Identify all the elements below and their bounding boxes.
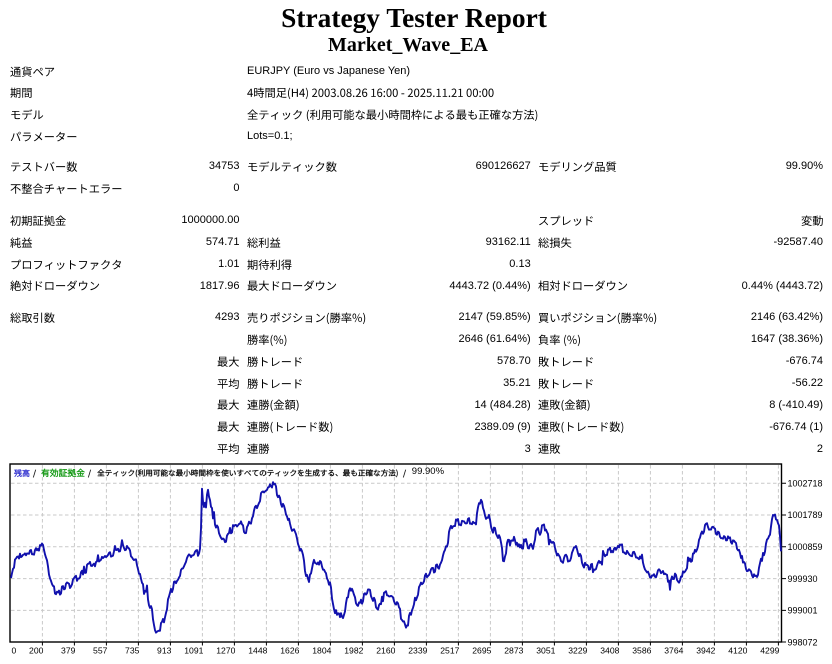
svg-text:3051: 3051 bbox=[536, 646, 555, 656]
svg-text:1626: 1626 bbox=[280, 646, 299, 656]
svg-text:4120: 4120 bbox=[728, 646, 747, 656]
svg-text:3586: 3586 bbox=[632, 646, 651, 656]
svg-text:999001: 999001 bbox=[788, 606, 818, 616]
svg-text:2339: 2339 bbox=[408, 646, 427, 656]
svg-text:3942: 3942 bbox=[696, 646, 715, 656]
svg-text:3764: 3764 bbox=[664, 646, 683, 656]
svg-text:379: 379 bbox=[61, 646, 76, 656]
svg-text:913: 913 bbox=[157, 646, 172, 656]
svg-text:1001789: 1001789 bbox=[788, 510, 823, 520]
svg-text:2873: 2873 bbox=[504, 646, 523, 656]
svg-text:1804: 1804 bbox=[312, 646, 331, 656]
svg-text:2695: 2695 bbox=[472, 646, 491, 656]
svg-text:1000859: 1000859 bbox=[788, 542, 823, 552]
svg-text:1002718: 1002718 bbox=[788, 478, 823, 488]
svg-text:1448: 1448 bbox=[248, 646, 267, 656]
svg-text:557: 557 bbox=[93, 646, 108, 656]
svg-text:200: 200 bbox=[29, 646, 44, 656]
svg-text:1270: 1270 bbox=[216, 646, 235, 656]
svg-text:1091: 1091 bbox=[184, 646, 203, 656]
svg-text:0: 0 bbox=[12, 646, 17, 656]
svg-text:4299: 4299 bbox=[760, 646, 779, 656]
svg-text:3408: 3408 bbox=[600, 646, 619, 656]
svg-text:3229: 3229 bbox=[568, 646, 587, 656]
svg-text:998072: 998072 bbox=[788, 637, 818, 647]
svg-text:999930: 999930 bbox=[788, 574, 818, 584]
svg-text:2517: 2517 bbox=[440, 646, 459, 656]
svg-text:1982: 1982 bbox=[344, 646, 363, 656]
svg-text:2160: 2160 bbox=[376, 646, 395, 656]
svg-text:735: 735 bbox=[125, 646, 140, 656]
